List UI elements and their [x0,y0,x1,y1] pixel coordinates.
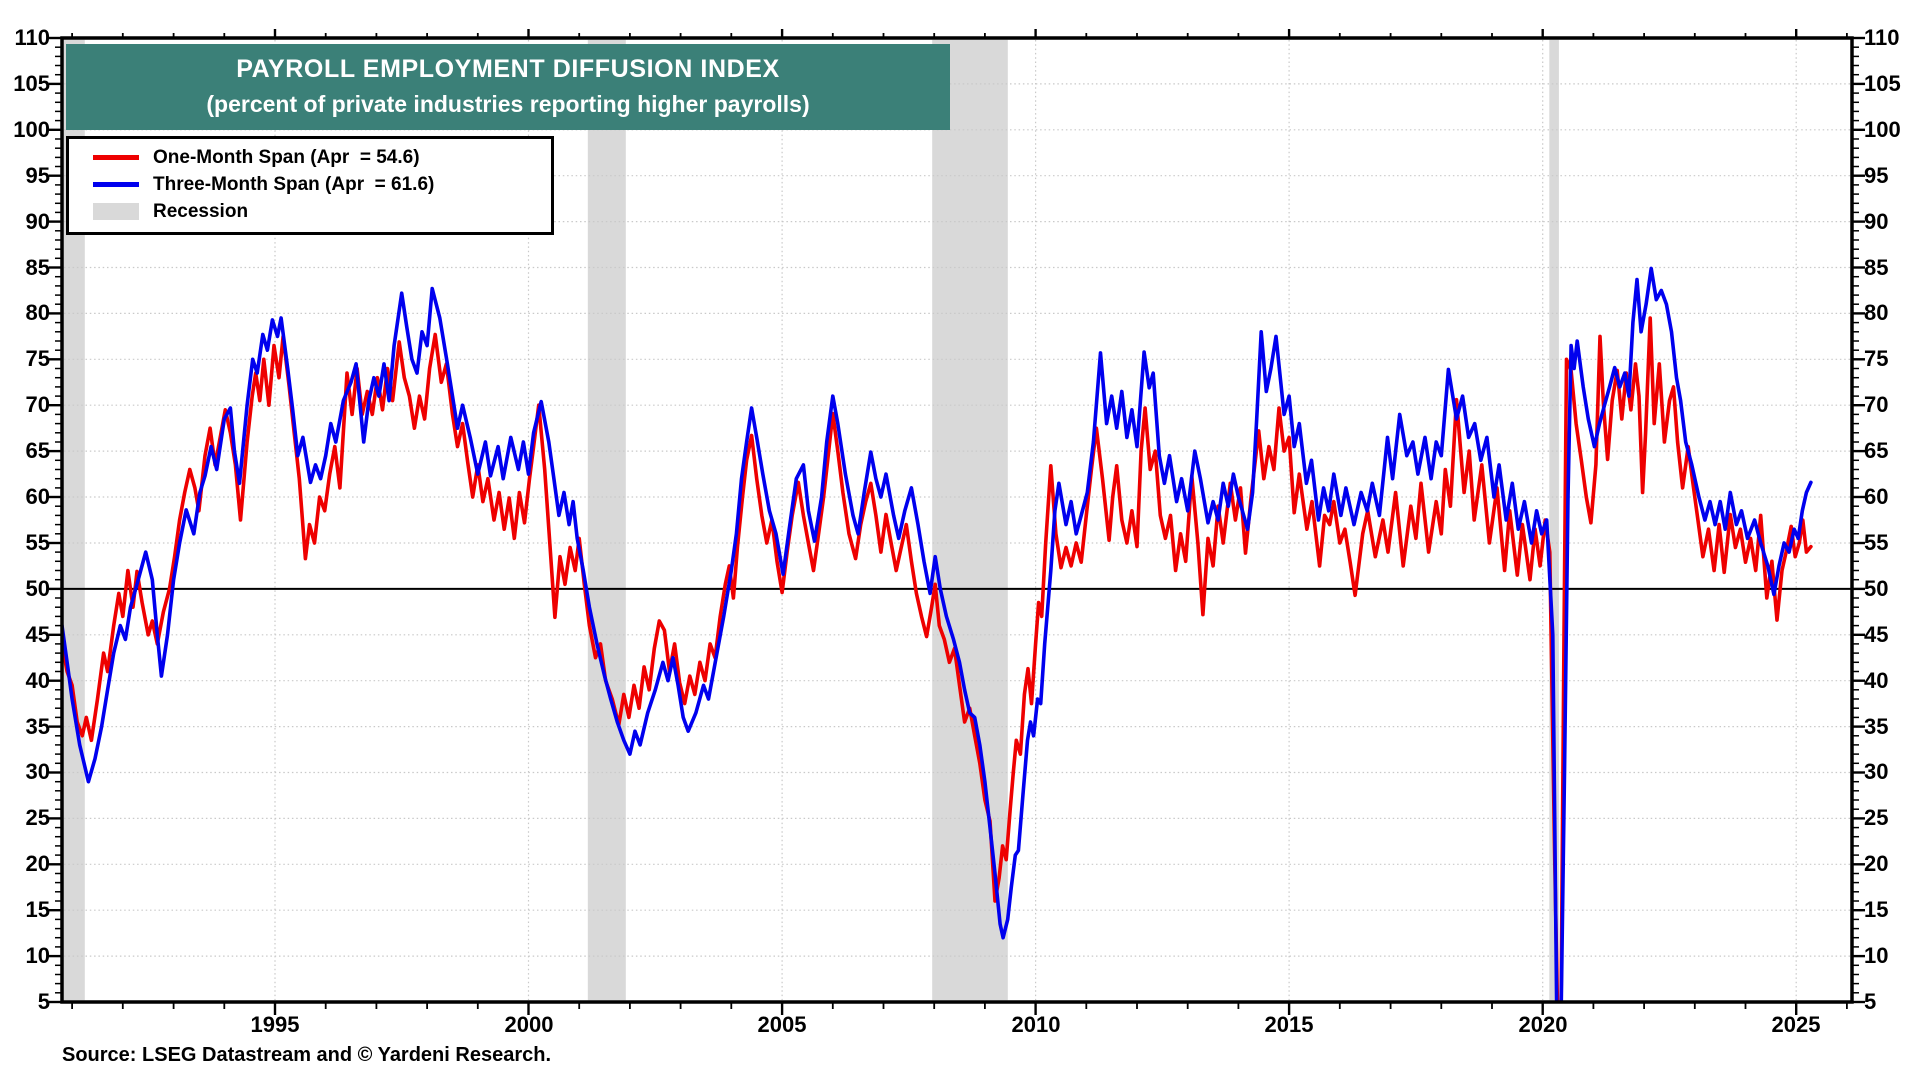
y-axis-label-right: 80 [1864,300,1889,325]
y-axis-label-left: 5 [37,989,50,1014]
legend-item-one-month-span: One-Month Span (Apr = 54.6) [69,144,551,171]
source-note: Source: LSEG Datastream and © Yardeni Re… [62,1044,552,1066]
y-axis-label-left: 45 [25,622,50,647]
recession-band [1549,39,1559,1001]
y-axis-label-right: 40 [1864,668,1889,693]
y-axis-label-right: 100 [1864,117,1901,142]
recession-band [932,39,1008,1001]
y-axis-label-right: 55 [1864,530,1889,555]
legend-label-one-month-span: One-Month Span (Apr = 54.6) [153,146,420,168]
y-axis-label-right: 105 [1864,71,1901,96]
three-month-line-swatch [93,182,139,187]
chart-title-box: PAYROLL EMPLOYMENT DIFFUSION INDEX (perc… [66,44,950,130]
y-axis-label-right: 35 [1864,714,1889,739]
y-axis-label-right: 50 [1864,576,1889,601]
x-axis-label: 2020 [1518,1012,1568,1037]
y-axis-label-right: 20 [1864,851,1889,876]
y-axis-label-left: 65 [25,438,50,463]
y-axis-label-left: 10 [25,943,50,968]
y-axis-label-left: 20 [25,851,50,876]
chart-subtitle: (percent of private industries reporting… [206,91,810,117]
y-axis-label-left: 75 [25,346,50,371]
legend-label-three-month-span: Three-Month Span (Apr = 61.6) [153,173,435,195]
y-axis-label-right: 75 [1864,346,1889,371]
y-axis-label-left: 110 [14,25,51,50]
y-axis-label-left: 35 [25,714,50,739]
y-axis-label-left: 80 [25,300,50,325]
y-axis-label-right: 45 [1864,622,1889,647]
y-axis-label-left: 70 [25,392,50,417]
y-axis-label-left: 55 [25,530,50,555]
y-axis-label-right: 110 [1864,25,1900,50]
x-axis-label: 2010 [1011,1012,1061,1037]
y-axis-label-left: 15 [25,897,50,922]
y-axis-label-right: 85 [1864,255,1889,280]
y-axis-label-right: 70 [1864,392,1889,417]
legend-item-recession: Recession [69,198,551,225]
y-axis-label-right: 10 [1864,943,1889,968]
recession-band [62,39,85,1001]
chart-title: PAYROLL EMPLOYMENT DIFFUSION INDEX [236,55,780,83]
series-lines [62,266,1813,1002]
axis-ticks [49,29,1865,1015]
three-month-span-line [62,266,1813,1002]
x-axis-label: 2015 [1264,1012,1314,1037]
y-axis-label-right: 5 [1864,989,1877,1014]
y-axis-label-left: 105 [13,71,50,96]
x-axis-label: 2005 [757,1012,807,1037]
legend-label-recession: Recession [153,200,249,222]
x-axis-label: 2000 [504,1012,554,1037]
y-axis-label-left: 50 [25,576,50,601]
x-axis-label: 1995 [250,1012,300,1037]
y-axis-label-right: 90 [1864,209,1889,234]
y-axis-label-right: 15 [1864,897,1889,922]
x-axis-label: 2025 [1771,1012,1821,1037]
y-axis-label-right: 95 [1864,163,1889,188]
legend: One-Month Span (Apr = 54.6) Three-Month … [66,136,554,235]
y-axis-label-left: 40 [25,668,50,693]
y-axis-label-left: 100 [13,117,50,142]
y-axis-label-left: 60 [25,484,50,509]
y-axis-label-right: 65 [1864,438,1889,463]
y-axis-label-left: 85 [25,255,50,280]
y-axis-label-left: 25 [25,805,50,830]
y-axis-label-left: 30 [25,759,50,784]
y-axis-label-right: 60 [1864,484,1889,509]
y-axis-label-right: 30 [1864,759,1889,784]
y-axis-label-left: 95 [25,163,50,188]
y-axis-label-right: 25 [1864,805,1889,830]
plot-border [60,36,1854,1004]
one-month-line-swatch [93,155,139,160]
recession-band-swatch [93,203,139,220]
legend-item-three-month-span: Three-Month Span (Apr = 61.6) [69,171,551,198]
y-axis-label-left: 90 [25,209,50,234]
recession-band [587,39,626,1001]
recession-bands [62,39,1559,1001]
